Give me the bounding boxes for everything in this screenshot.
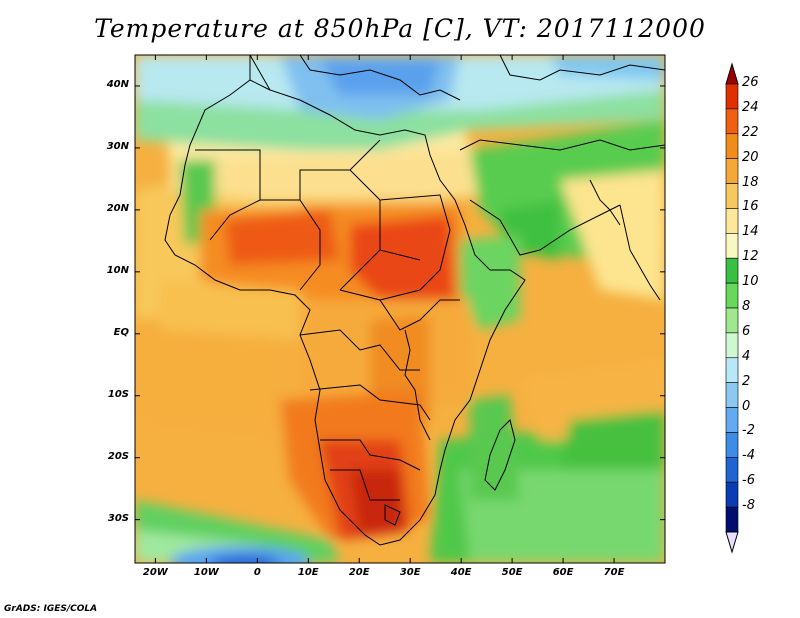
colorbar-label-20: 20: [742, 149, 759, 165]
colorbar-label-12: 12: [742, 249, 759, 265]
lat-label-20s: 20S: [107, 450, 129, 462]
lon-label-50e: 50E: [501, 567, 523, 578]
colorbar-swatch: [725, 83, 739, 110]
colorbar-swatch: [725, 506, 739, 533]
lat-label-20n: 20N: [106, 202, 129, 214]
temperature-field: [135, 55, 665, 563]
colorbar-swatch: [725, 183, 739, 209]
lon-label-20w: 20W: [142, 567, 168, 578]
lon-label-20e: 20E: [348, 567, 370, 578]
lon-label-60e: 60E: [552, 567, 574, 578]
lon-label-70e: 70E: [603, 567, 625, 578]
colorbar-swatch: [725, 158, 739, 184]
colorbar-swatch: [725, 257, 739, 284]
colorbar-label-0: 0: [742, 398, 751, 414]
colorbar-label-6: 6: [742, 323, 751, 339]
colorbar-label-22: 22: [742, 124, 759, 140]
colorbar-swatch: [725, 307, 739, 334]
colorbar-swatch: [725, 382, 739, 408]
colorbar-swatch: [725, 357, 739, 383]
lat-label-10n: 10N: [106, 264, 129, 276]
colorbar-bottom-arrow: [725, 531, 739, 554]
colorbar-label-minus-8: -8: [742, 498, 755, 514]
colorbar-swatch: [725, 481, 739, 508]
colorbar-top-arrow: [725, 62, 739, 85]
colorbar-label-8: 8: [742, 299, 751, 314]
colorbar-label-minus-2: -2: [742, 423, 755, 439]
colorbar-swatch: [725, 208, 739, 234]
colorbar-swatch: [725, 282, 739, 309]
lat-label-30s: 30S: [107, 512, 129, 524]
lon-label-30e: 30E: [399, 567, 421, 578]
colorbar-swatch: [725, 407, 739, 433]
colorbar-label-minus-6: -6: [742, 473, 755, 489]
colorbar: [725, 62, 739, 554]
lon-label-40e: 40E: [450, 567, 472, 578]
colorbar-label-10: 10: [742, 274, 759, 290]
map-title: Temperature at 850hPa [C], VT: 201711200…: [94, 14, 706, 43]
colorbar-swatch: [725, 457, 739, 483]
colorbar-label-4: 4: [742, 348, 751, 364]
colorbar-swatch: [725, 432, 739, 458]
colorbar-swatch: [725, 133, 739, 159]
colorbar-label-24: 24: [742, 99, 759, 115]
axis-ticks: [135, 55, 665, 563]
lat-label-40n: 40N: [106, 78, 129, 90]
lon-label-10w: 10W: [193, 567, 219, 578]
colorbar-swatch: [725, 332, 739, 359]
colorbar-label-2: 2: [742, 373, 751, 389]
plot-frame: [134, 54, 666, 564]
grads-credit: GrADS: IGES/COLA: [4, 604, 98, 614]
lat-label-30n: 30N: [106, 140, 129, 152]
colorbar-label-16: 16: [742, 199, 759, 215]
colorbar-label-minus-4: -4: [742, 448, 755, 464]
colorbar-label-14: 14: [742, 224, 759, 240]
colorbar-label-26: 26: [742, 75, 759, 90]
colorbar-label-18: 18: [742, 174, 759, 190]
lon-label-10e: 10E: [297, 567, 319, 578]
coastlines-borders: [164, 55, 665, 546]
lat-label-eq: EQ: [113, 326, 129, 338]
colorbar-swatch: [725, 233, 739, 259]
lon-label-0: 0: [253, 567, 261, 578]
colorbar-swatch: [725, 108, 739, 135]
lat-label-10s: 10S: [107, 388, 129, 400]
